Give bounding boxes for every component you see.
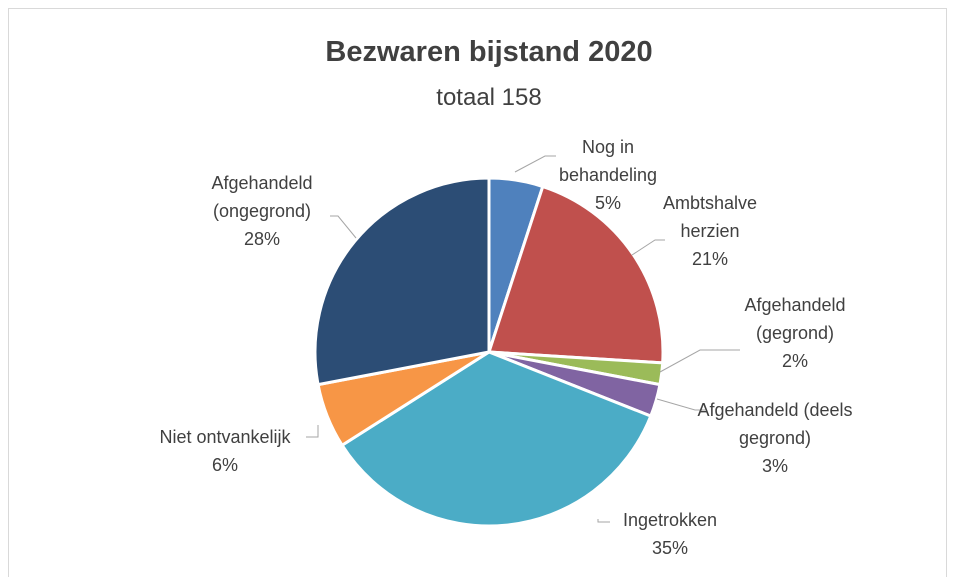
slice-name: Afgehandeld (ongegrond): [211, 173, 313, 221]
leader-line: [306, 425, 319, 438]
leader-line: [330, 215, 357, 239]
chart-border: [8, 8, 947, 577]
data-label: Afgehandeld (deels gegrond) 3%: [690, 396, 860, 480]
data-label: Ingetrokken 35%: [600, 506, 740, 562]
leader-line: [656, 398, 705, 411]
leader-line: [659, 349, 740, 373]
pie-slice: [313, 176, 491, 387]
slice-percent: 21%: [691, 249, 729, 269]
slice-name: Afgehandeld (gegrond): [744, 295, 846, 343]
chart-subtitle: totaal 158: [436, 84, 542, 111]
leader-line: [631, 239, 665, 256]
slice-percent: 6%: [211, 455, 238, 475]
slice-percent: 3%: [761, 456, 788, 476]
pie-slice: [340, 350, 653, 528]
slice-percent: 35%: [651, 538, 689, 558]
slice-percent: 28%: [243, 229, 281, 249]
chart-title: Bezwaren bijstand 2020: [325, 36, 653, 68]
slice-percent: 5%: [594, 193, 621, 213]
slice-name: Niet ontvankelijk: [159, 427, 291, 447]
data-label: Afgehandeld (ongegrond) 28%: [182, 169, 342, 253]
data-label: Niet ontvankelijk 6%: [120, 423, 330, 479]
leader-line: [597, 519, 610, 523]
slice-name: Nog in behandeling: [558, 137, 658, 185]
slice-name: Ambtshalve herzien: [662, 193, 758, 241]
data-label: Afgehandeld (gegrond) 2%: [730, 291, 860, 375]
data-label: Nog in behandeling 5%: [548, 133, 668, 217]
slice-name: Ingetrokken: [622, 510, 718, 530]
slice-name: Afgehandeld (deels gegrond): [697, 400, 853, 448]
slice-percent: 2%: [781, 351, 808, 371]
leader-line: [514, 155, 556, 173]
data-label: Ambtshalve herzien 21%: [640, 189, 780, 273]
